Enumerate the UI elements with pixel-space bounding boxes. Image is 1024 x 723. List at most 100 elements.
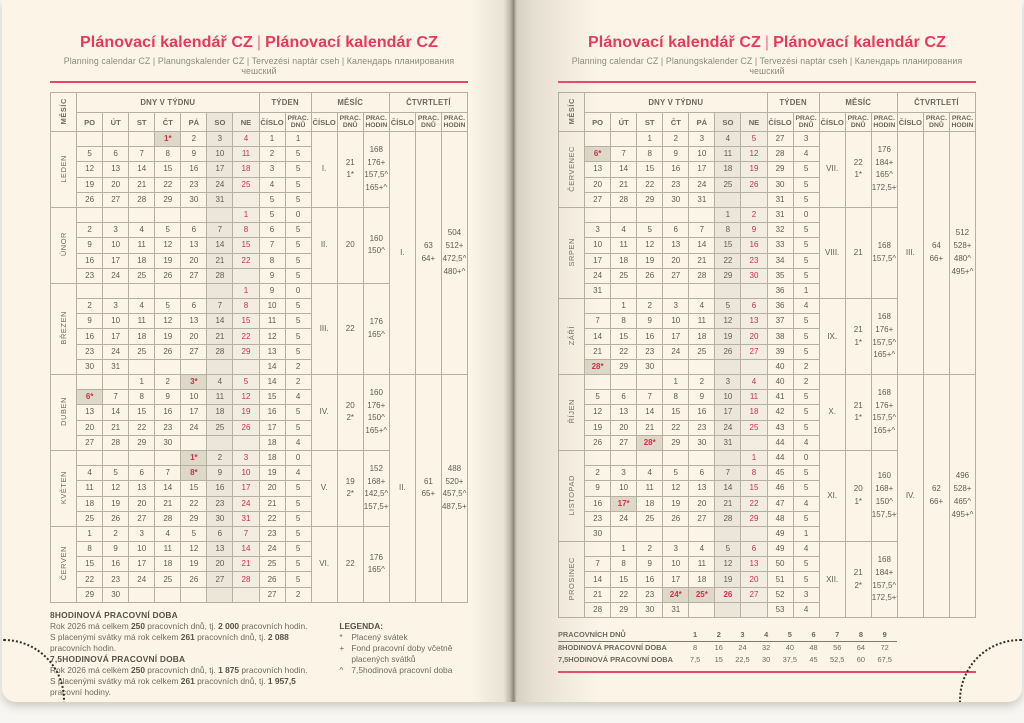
week-workdays-cell: 4 [284, 434, 312, 451]
week-number-cell: 16 [258, 404, 286, 421]
week-number-header: ČÍSLO [258, 112, 286, 132]
week-number-cell: 49 [766, 525, 794, 543]
value-line: 1* [854, 337, 862, 347]
day-cell [714, 358, 742, 376]
workdays-count: 4 [754, 629, 779, 642]
month-workhours-cell: 168 176+ 157,5^ 165+^ [870, 298, 898, 375]
day-cell: 3 [662, 541, 690, 558]
day-cell: 1 [128, 373, 156, 391]
month-workdays-cell: 20 1* [844, 449, 872, 543]
month-workdays-cell: 22 [336, 282, 364, 376]
day-cell: 15 [154, 161, 182, 178]
week-number-cell: 5 [258, 191, 286, 208]
day-cell: 22 [76, 571, 104, 588]
value-line: 165+^ [873, 350, 896, 360]
day-cell: 8 [714, 222, 742, 239]
value-line: 165^ [875, 170, 893, 180]
legend-symbol: * [339, 631, 343, 642]
week-row: 26 27 28* 29 30 31 44 4 [559, 434, 976, 451]
workhours-value: 64 [856, 643, 866, 652]
day-cell: 4 [636, 465, 664, 482]
week-workdays-cell: 5 [792, 237, 820, 254]
day-cell [180, 282, 208, 300]
workhours-value: 22,5 [735, 655, 750, 664]
calendar-body: ČERVENEC 1 2 3 4 5 27 3 VII. 22 1* 176 184+ 165^ 172,5… [557, 130, 977, 619]
value-line: 1* [346, 170, 354, 180]
week-number-cell: 8 [258, 252, 286, 269]
day-cell: 23 [740, 252, 768, 269]
week-number-cell: 40 [766, 373, 794, 391]
day-cell [714, 601, 742, 619]
week-row: 27 28 29 30 18 4 [51, 434, 468, 451]
value-line: 480+^ [443, 266, 466, 276]
week-number-cell: 4 [258, 176, 286, 193]
calendar-table-jan-jun: MĚSÍC DNY V TÝDNU TÝDEN MĚSÍC ČTVRTLETÍ PO ÚT S… [49, 92, 469, 603]
page-subtitle: Planning calendar CZ | Planungskalender … [63, 56, 455, 76]
day-cell: 6 [102, 146, 130, 163]
worktime-blocks: 8HODINOVÁ PRACOVNÍ DOBA Rok 2026 má celke… [50, 610, 313, 698]
week-number-cell: 37 [766, 313, 794, 330]
day-cell: 29 [232, 343, 260, 360]
day-cell: 28* [584, 358, 612, 376]
day-cell: 30 [636, 601, 664, 619]
day-cell: 28 [128, 191, 156, 208]
day-cell: 13 [102, 161, 130, 178]
day-cell: 10 [688, 146, 716, 163]
value-line: 142,5^ [364, 489, 389, 499]
day-cell: 10 [102, 237, 130, 254]
month-number-cell: V. [310, 449, 338, 527]
day-cell: 1 [610, 298, 638, 315]
day-cell: 4 [76, 465, 104, 482]
day-cell: 2 [584, 465, 612, 482]
day-cell: 13 [180, 237, 208, 254]
workhours-value: 16 [714, 643, 723, 652]
week-workdays-cell: 5 [284, 222, 312, 239]
week-number-cell: 31 [766, 191, 794, 208]
day-cell: 26 [662, 510, 690, 527]
value-line: 62 [931, 484, 941, 494]
day-cell: 7 [636, 389, 664, 406]
workdays-count: 7 [825, 629, 850, 642]
value-line: 157,5^ [872, 413, 897, 423]
day-cell [610, 525, 638, 543]
week-workdays-cell: 5 [284, 556, 312, 573]
quarter-number-cell: III. [896, 131, 924, 375]
day-cell: 28* [636, 434, 664, 451]
week-number-cell: 18 [258, 449, 286, 467]
day-cell: 22 [610, 343, 638, 360]
day-cell: 1* [180, 449, 208, 467]
day-cell: 16 [206, 480, 234, 497]
workhours-row-label: 7,5HODINOVÁ PRACOVNÍ DOBA [558, 655, 673, 664]
day-cell [232, 191, 260, 208]
day-cell: 8 [154, 146, 182, 163]
day-cell: 29 [662, 434, 690, 451]
month-number-cell: I. [310, 131, 338, 208]
page-left: Plánovací kalendář CZ | Plánovací kalendár… [2, 0, 512, 702]
value-line: 168+ [875, 484, 894, 494]
week-row: 15 16 17 18 19 20 21 25 5 [51, 556, 468, 573]
month-workdays-cell: 20 2* [336, 374, 364, 451]
day-header-ne: NE [232, 112, 260, 132]
value-line: 168 [877, 241, 891, 251]
day-cell: 8 [232, 298, 260, 315]
day-cell: 28 [714, 510, 742, 527]
week-workdays-cell: 4 [792, 298, 820, 315]
value-line: 157,5+^ [871, 509, 897, 519]
day-cell: 16 [636, 328, 664, 345]
day-cell: 10 [610, 480, 638, 497]
day-cell: 5 [154, 298, 182, 315]
day-cell [128, 282, 156, 300]
day-cell: 23 [206, 495, 234, 512]
day-cell [610, 373, 638, 391]
quarter-workdays-cell: 61 65+ [414, 374, 442, 603]
workdays-count: 8 [849, 629, 873, 642]
day-cell: 25 [206, 419, 234, 436]
week-row: 13 14 15 16 17 18 19 16 5 [51, 404, 468, 421]
day-cell: 3 [688, 130, 716, 148]
day-cell: 19 [154, 328, 182, 345]
value-line: 176+ [367, 400, 386, 410]
value-line: 21 [853, 324, 863, 334]
day-cell [206, 206, 234, 224]
day-cell: 31 [206, 191, 234, 208]
week-workdays-cell: 5 [284, 480, 312, 497]
